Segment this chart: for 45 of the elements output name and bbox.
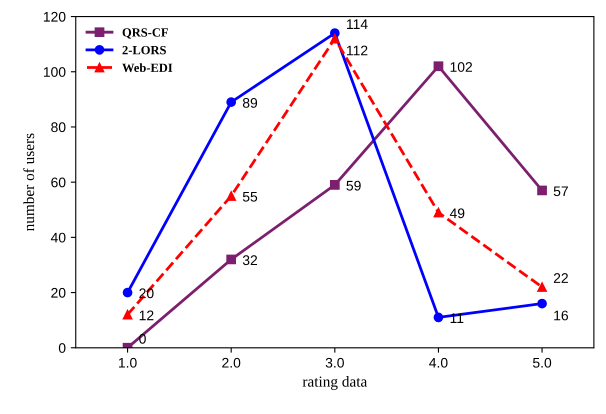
y-tick-label: 80: [51, 122, 66, 132]
x-tick-label: 4.0: [429, 358, 448, 368]
point: [330, 34, 340, 44]
point: [434, 208, 444, 218]
y-tick-label: 0: [58, 343, 66, 353]
legend-label: QRS-CF: [122, 28, 168, 39]
x-tick-label: 5.0: [532, 358, 552, 368]
data-label: 16: [554, 310, 568, 320]
data-label: 0: [139, 334, 146, 344]
point: [434, 312, 444, 322]
y-tick-label: 20: [51, 288, 66, 298]
data-label: 12: [140, 310, 154, 320]
data-label: 49: [450, 208, 464, 218]
legend-label: 2-LORS: [122, 46, 166, 54]
data-label: 11: [450, 313, 464, 323]
point: [434, 61, 444, 72]
point: [537, 282, 547, 292]
y-axis-title: number of users: [23, 133, 34, 232]
point: [122, 310, 132, 320]
data-label: 22: [554, 273, 568, 283]
data-label: 20: [139, 288, 154, 298]
point: [226, 254, 236, 264]
point: [226, 191, 236, 201]
data-label: 102: [450, 62, 472, 72]
x-axis-title: rating data: [302, 376, 368, 390]
x-tick-label: 2.0: [222, 358, 240, 368]
data-label: 55: [242, 192, 258, 202]
y-tick-label: 60: [51, 177, 66, 188]
point: [330, 180, 340, 190]
point: [537, 186, 547, 196]
point: [537, 298, 547, 308]
data-label: 59: [346, 180, 361, 191]
point: [226, 97, 236, 107]
point: [122, 288, 132, 298]
data-label: 89: [242, 98, 258, 108]
x-tick-label: 1.0: [118, 358, 137, 368]
data-label: 112: [346, 46, 368, 56]
legend-label: Web-EDI: [122, 63, 172, 72]
y-tick-label: 100: [44, 67, 66, 77]
data-label: 32: [242, 255, 258, 266]
data-label: 57: [554, 186, 568, 196]
y-tick-label: 120: [44, 12, 66, 22]
data-label: 114: [346, 19, 368, 29]
y-tick-label: 40: [50, 232, 66, 243]
x-tick-label: 3.0: [326, 358, 344, 368]
